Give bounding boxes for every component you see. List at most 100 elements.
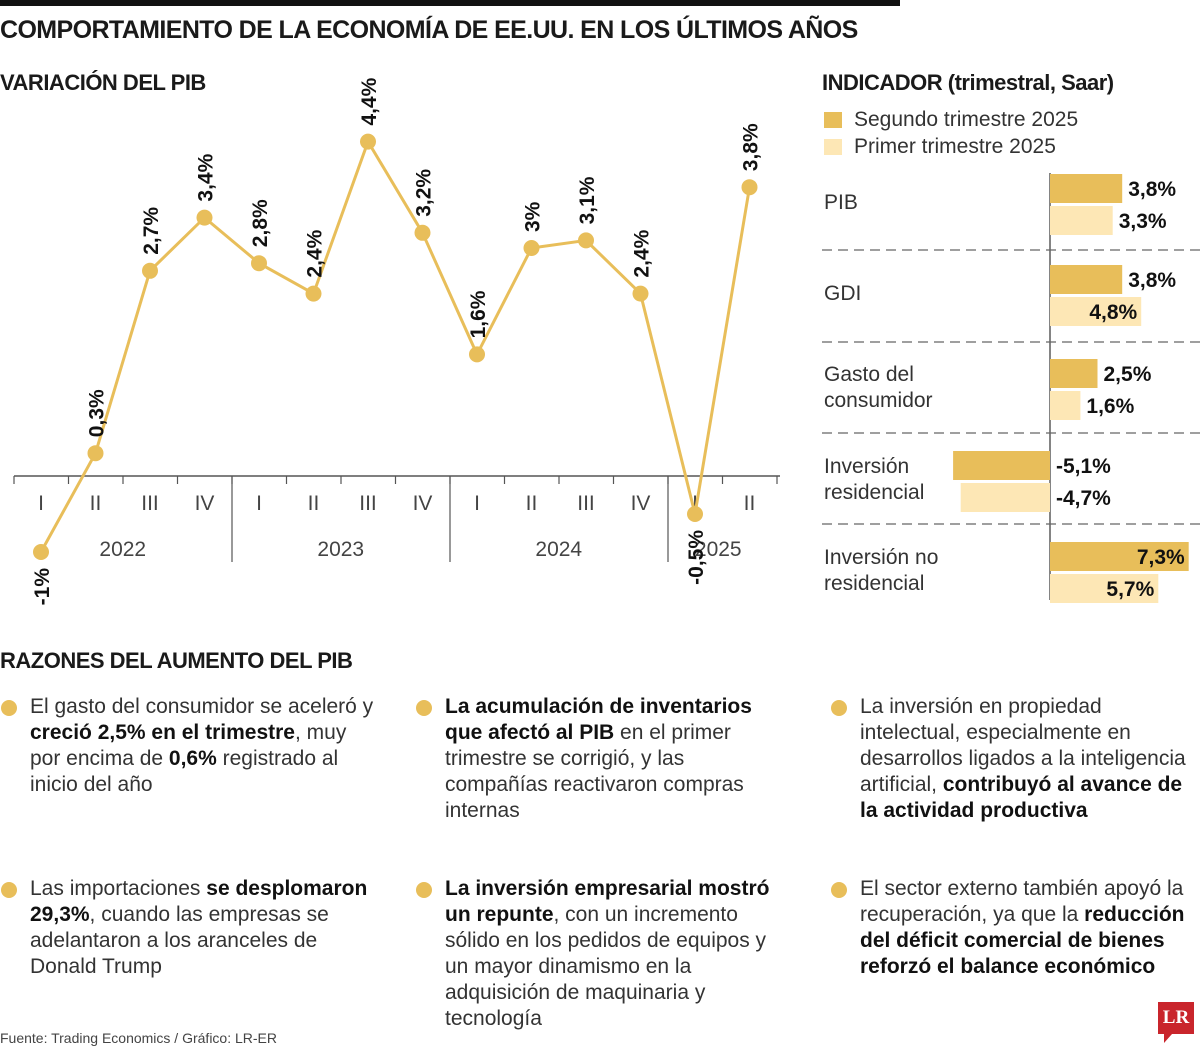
reason-text: registrado al inicio del año bbox=[30, 747, 339, 796]
bar-value-label: 2,5% bbox=[1104, 363, 1152, 386]
bar bbox=[1050, 206, 1113, 235]
reason-highlight: La acumulación de inventarios que afectó… bbox=[445, 695, 752, 744]
reason-text: en el primer trimestre se corrigió, y la… bbox=[445, 721, 744, 822]
data-point bbox=[87, 445, 104, 462]
data-label: 1,6% bbox=[467, 290, 490, 338]
bullet-icon bbox=[831, 700, 847, 716]
data-label: 2,8% bbox=[249, 199, 272, 247]
year-label: 2024 bbox=[535, 538, 582, 561]
reason-text: El sector externo también apoyó la recup… bbox=[860, 877, 1184, 926]
quarter-label: IV bbox=[413, 492, 433, 515]
legend-item-q2: Segundo trimestre 2025 bbox=[824, 108, 1078, 132]
data-label: 2,4% bbox=[631, 229, 654, 277]
reason-item: La inversión en propiedad intelectual, e… bbox=[831, 694, 1200, 824]
reason-highlight: La inversión empresarial mostró un repun… bbox=[445, 877, 770, 926]
reason-text: , con un incremento sólido en los pedido… bbox=[445, 903, 767, 1030]
quarter-label: I bbox=[38, 492, 44, 515]
data-label: 3,2% bbox=[413, 169, 436, 217]
legend-item-q1: Primer trimestre 2025 bbox=[824, 135, 1056, 159]
bar-value-label: 3,8% bbox=[1128, 269, 1176, 292]
data-label: 2,4% bbox=[304, 229, 327, 277]
data-label: 2,7% bbox=[140, 207, 163, 255]
bullet-icon bbox=[1, 700, 17, 716]
reason-item: El sector externo también apoyó la recup… bbox=[831, 876, 1200, 980]
reason-text: Las importaciones bbox=[30, 877, 207, 900]
data-point bbox=[469, 346, 485, 363]
bar-value-label: -5,1% bbox=[1056, 455, 1111, 478]
bar bbox=[1050, 174, 1123, 203]
row-label: Gasto del consumidor bbox=[824, 362, 933, 414]
bar-value-label: 3,8% bbox=[1128, 178, 1176, 201]
reason-item: La acumulación de inventarios que afectó… bbox=[416, 694, 790, 824]
bar bbox=[1050, 391, 1081, 420]
page-title: COMPORTAMIENTO DE LA ECONOMÍA DE EE.UU. … bbox=[0, 16, 858, 44]
data-label: -1% bbox=[31, 568, 54, 606]
top-rule bbox=[0, 0, 900, 6]
row-label-line: Inversión bbox=[824, 455, 910, 478]
bar bbox=[953, 451, 1050, 480]
row-label: GDI bbox=[824, 281, 861, 307]
source-note: Fuente: Trading Economics / Gráfico: LR-… bbox=[0, 1030, 277, 1046]
data-point bbox=[360, 133, 376, 150]
reason-highlight: contribuyó al avance de la actividad pro… bbox=[860, 773, 1183, 822]
quarter-label: IV bbox=[631, 492, 651, 515]
gdp-line bbox=[39, 138, 751, 553]
row-label: PIB bbox=[824, 190, 858, 216]
row-label-line: residencial bbox=[824, 481, 925, 504]
bullet-icon bbox=[1, 882, 17, 898]
reason-highlight: reducción del déficit comercial de biene… bbox=[860, 903, 1185, 978]
data-label: 3% bbox=[522, 201, 545, 232]
quarter-label: III bbox=[359, 492, 377, 515]
year-label: 2025 bbox=[695, 538, 742, 561]
quarter-label: III bbox=[141, 492, 159, 515]
reason-highlight: 0,6% bbox=[168, 747, 217, 770]
line-chart-title: VARIACIÓN DEL PIB bbox=[0, 70, 206, 95]
quarter-label: I bbox=[474, 492, 480, 515]
data-point bbox=[741, 179, 758, 196]
row-label-line: PIB bbox=[824, 191, 858, 214]
data-point bbox=[632, 285, 649, 302]
bar-value-label: 1,6% bbox=[1086, 395, 1134, 418]
bar-value-label: -4,7% bbox=[1056, 487, 1111, 510]
quarter-label: I bbox=[256, 492, 262, 515]
reason-highlight: creció 2,5% en el trimestre bbox=[30, 721, 295, 744]
bar-chart-title: INDICADOR (trimestral, Saar) bbox=[822, 70, 1114, 95]
data-label: 4,4% bbox=[358, 77, 381, 125]
year-label: 2022 bbox=[99, 538, 146, 561]
row-label-line: GDI bbox=[824, 282, 862, 305]
row-label-line: Gasto del bbox=[824, 363, 914, 386]
quarter-label: II bbox=[744, 492, 756, 515]
row-label: Inversión no residencial bbox=[824, 545, 938, 597]
row-label-line: Inversión no bbox=[824, 546, 939, 569]
data-point bbox=[578, 232, 594, 249]
row-label: Inversión residencial bbox=[824, 454, 924, 506]
data-point bbox=[251, 255, 267, 272]
legend-swatch bbox=[824, 139, 842, 155]
bar bbox=[1050, 574, 1159, 603]
data-point bbox=[687, 506, 703, 522]
reason-item: La inversión empresarial mostró un repun… bbox=[416, 876, 790, 1032]
year-label: 2023 bbox=[317, 538, 364, 561]
data-label: 0,3% bbox=[86, 389, 109, 437]
legend-swatch bbox=[824, 112, 842, 128]
quarter-label: I bbox=[692, 492, 698, 515]
bar bbox=[1050, 359, 1098, 388]
bar-value-label: 7,3% bbox=[1137, 546, 1185, 569]
bar bbox=[1050, 265, 1123, 294]
bullet-icon bbox=[416, 882, 432, 898]
data-label: 3,4% bbox=[195, 153, 218, 201]
bar-value-label: 4,8% bbox=[1089, 301, 1137, 324]
data-point bbox=[305, 285, 322, 302]
bar-value-label: 5,7% bbox=[1106, 578, 1154, 601]
row-label-line: consumidor bbox=[824, 389, 933, 412]
quarter-label: II bbox=[90, 492, 102, 515]
data-point bbox=[33, 544, 49, 560]
bar bbox=[960, 483, 1050, 512]
reason-item: Las importaciones se desplomaron 29,3%, … bbox=[1, 876, 375, 980]
reason-text: El gasto del consumidor se aceleró y bbox=[30, 695, 374, 718]
data-point bbox=[414, 224, 431, 241]
quarter-label: II bbox=[308, 492, 320, 515]
reason-item: El gasto del consumidor se aceleró y cre… bbox=[1, 694, 375, 798]
